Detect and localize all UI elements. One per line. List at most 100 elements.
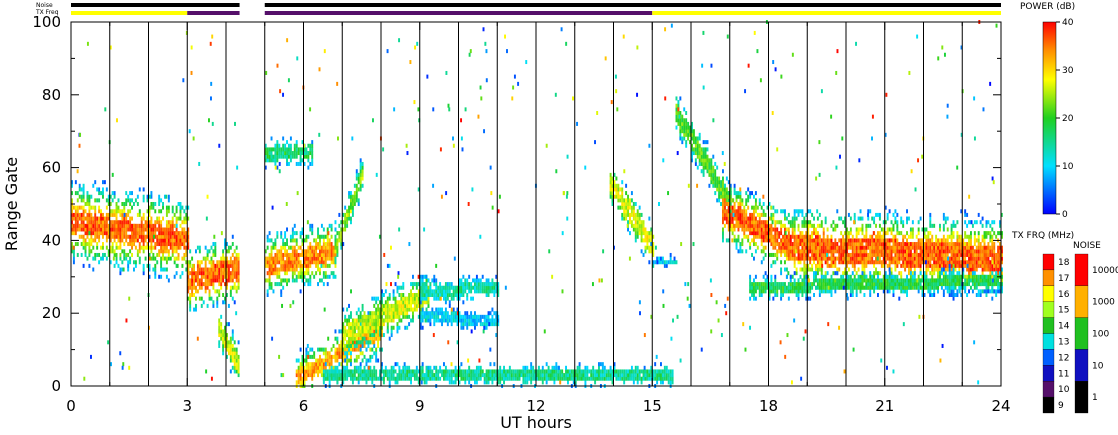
- echo-cell: [274, 282, 277, 287]
- echo-cell: [111, 245, 114, 250]
- echo-cell: [793, 231, 796, 236]
- echo-cell: [268, 158, 271, 163]
- echo-cell: [877, 249, 879, 254]
- echo-cell: [74, 180, 77, 185]
- echo-cell: [138, 242, 141, 247]
- echo-cell: [72, 260, 75, 265]
- echo-cell: [772, 205, 775, 210]
- echo-cell: [716, 180, 719, 185]
- echo-cell: [80, 223, 83, 228]
- echo-cell: [129, 191, 132, 196]
- echo-cell: [338, 231, 341, 236]
- echo-cell: [921, 252, 924, 257]
- echo-cell: [598, 369, 600, 374]
- echo-cell: [702, 158, 705, 163]
- echo-cell: [638, 223, 641, 228]
- echo-cell: [295, 154, 298, 159]
- echo-cell: [648, 376, 651, 381]
- echo-cell: [793, 263, 796, 268]
- echo-cell: [487, 278, 490, 283]
- echo-cell: [315, 271, 318, 276]
- echo-cell: [851, 242, 854, 247]
- echo-cell: [328, 373, 331, 378]
- echo-cell: [286, 161, 288, 166]
- echo-cell: [782, 249, 784, 254]
- echo-cell: [468, 285, 471, 290]
- echo-cell: [836, 223, 839, 228]
- echo-cell: [437, 289, 440, 294]
- echo-cell: [78, 187, 81, 192]
- echo-cell: [152, 256, 155, 261]
- echo-cell: [844, 220, 846, 225]
- echo-cell: [92, 223, 95, 228]
- echo-cell: [824, 271, 827, 276]
- echo-cell: [425, 296, 428, 301]
- echo-cell: [293, 151, 296, 156]
- echo-cell: [103, 220, 106, 225]
- echo-cell: [444, 376, 447, 381]
- echo-cell: [795, 238, 798, 243]
- echo-cell: [586, 369, 589, 374]
- echo-cell: [820, 220, 823, 225]
- echo-cell: [361, 358, 364, 363]
- echo-cell: [444, 318, 447, 323]
- echo-cell: [776, 256, 779, 261]
- echo-cell: [377, 358, 380, 363]
- echo-cell: [460, 318, 463, 323]
- echo-cell: [264, 278, 267, 283]
- echo-cell: [309, 143, 312, 148]
- echo-cell: [388, 380, 391, 385]
- echo-cell: [367, 325, 370, 330]
- echo-cell: [264, 147, 267, 152]
- echo-cell: [381, 293, 383, 297]
- echo-cell: [224, 271, 226, 276]
- echo-cell: [789, 238, 792, 243]
- echo-cell: [458, 278, 461, 283]
- echo-cell: [460, 314, 463, 319]
- echo-cell: [319, 252, 321, 257]
- echo-cell: [646, 234, 649, 239]
- echo-cell: [317, 358, 319, 363]
- echo-cell: [187, 242, 190, 247]
- echo-cell: [350, 220, 352, 225]
- echo-cell: [406, 303, 409, 308]
- echo-cell: [295, 231, 298, 236]
- echo-cell: [613, 362, 616, 367]
- echo-cell: [474, 282, 476, 287]
- echo-cell: [696, 154, 699, 159]
- echo-cell: [293, 143, 296, 148]
- echo-cell: [131, 223, 133, 228]
- echo-cell: [346, 343, 349, 348]
- echo-cell: [317, 267, 319, 272]
- echo-cell: [288, 267, 290, 272]
- echo-cell: [293, 256, 296, 261]
- echo-cell: [510, 373, 513, 378]
- echo-cell: [164, 231, 166, 236]
- echo-cell: [723, 216, 726, 221]
- echo-cell: [381, 376, 383, 381]
- echo-cell: [208, 267, 211, 272]
- echo-cell: [619, 369, 622, 374]
- echo-cell: [838, 256, 841, 261]
- echo-cell: [462, 289, 465, 294]
- echo-cell: [324, 351, 327, 356]
- echo-cell: [805, 256, 808, 261]
- echo-cell: [877, 231, 879, 236]
- echo-cell: [760, 249, 763, 254]
- echo-cell: [448, 282, 451, 287]
- echo-cell: [142, 212, 145, 217]
- echo-cell: [710, 180, 713, 185]
- echo-cell: [491, 314, 494, 319]
- echo-cell: [313, 252, 316, 257]
- echo-cell: [103, 227, 106, 232]
- echo-cell: [284, 231, 287, 236]
- echo-cell: [431, 369, 434, 374]
- echo-cell: [363, 314, 366, 319]
- echo-cell: [198, 282, 201, 287]
- echo-cell: [379, 307, 381, 312]
- echo-cell: [875, 242, 877, 247]
- echo-cell: [113, 263, 116, 268]
- echo-cell: [177, 242, 180, 247]
- echo-cell: [789, 220, 792, 225]
- echo-cell: [129, 223, 132, 228]
